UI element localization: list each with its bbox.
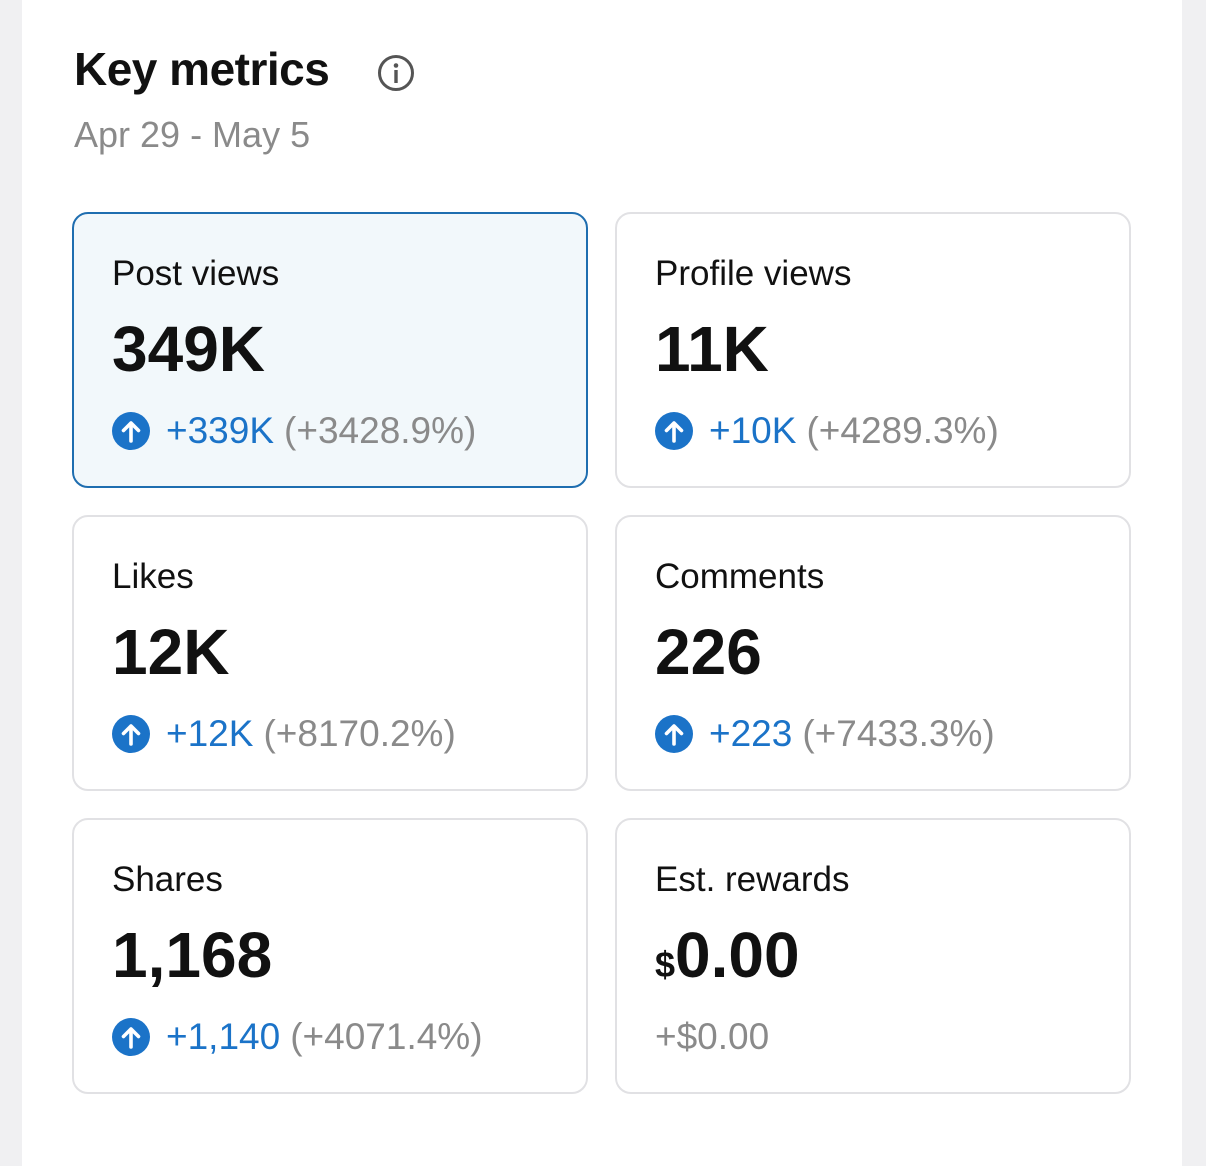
metric-label: Likes (112, 557, 194, 596)
metric-card[interactable]: Post views 349K +339K (+3428.9%) (72, 212, 588, 488)
metric-number: 349K (112, 313, 265, 385)
change-amount: +1,140 (166, 1016, 281, 1057)
change-percent: (+4071.4%) (290, 1016, 483, 1057)
info-icon[interactable] (377, 54, 415, 92)
change-amount: +$0.00 (655, 1016, 770, 1057)
change-amount: +223 (709, 713, 793, 754)
metric-change: +10K (+4289.3%) (655, 410, 999, 452)
metric-change: +223 (+7433.3%) (655, 713, 995, 755)
metric-change: +1,140 (+4071.4%) (112, 1016, 483, 1058)
metric-value: 11K (655, 312, 769, 386)
metric-value: 1,168 (112, 918, 272, 992)
up-arrow-icon (112, 1018, 150, 1056)
change-percent: (+7433.3%) (802, 713, 995, 754)
up-arrow-icon (655, 715, 693, 753)
metric-number: 11K (655, 313, 769, 385)
up-arrow-icon (112, 715, 150, 753)
change-percent: (+4289.3%) (806, 410, 999, 451)
change-amount: +339K (166, 410, 275, 451)
metric-value: 349K (112, 312, 265, 386)
change-amount: +10K (709, 410, 797, 451)
change-percent: (+3428.9%) (284, 410, 477, 451)
title: Key metrics (74, 43, 330, 95)
metric-number: 1,168 (112, 919, 273, 991)
currency-symbol: $ (655, 944, 676, 985)
metric-card[interactable]: Shares 1,168 +1,140 (+4071.4%) (72, 818, 588, 1094)
metrics-panel: Key metrics Apr 29 - May 5 Post views 349… (22, 0, 1182, 1166)
metric-card[interactable]: Est. rewards $0.00 +$0.00 (615, 818, 1131, 1094)
metric-number: 0.00 (675, 919, 800, 991)
metric-label: Est. rewards (655, 860, 850, 899)
change-percent: (+8170.2%) (263, 713, 456, 754)
metric-label: Profile views (655, 254, 852, 293)
metric-number: 226 (655, 616, 762, 688)
metric-value: 226 (655, 615, 762, 689)
date-range: Apr 29 - May 5 (74, 114, 311, 155)
metric-card[interactable]: Comments 226 +223 (+7433.3%) (615, 515, 1131, 791)
change-amount: +12K (166, 713, 254, 754)
metric-change: +$0.00 (655, 1016, 769, 1058)
metric-change: +12K (+8170.2%) (112, 713, 456, 755)
metric-number: 12K (112, 616, 230, 688)
up-arrow-icon (655, 412, 693, 450)
metric-label: Shares (112, 860, 223, 899)
metric-card[interactable]: Likes 12K +12K (+8170.2%) (72, 515, 588, 791)
up-arrow-icon (112, 412, 150, 450)
metric-change: +339K (+3428.9%) (112, 410, 476, 452)
metric-value: 12K (112, 615, 229, 689)
metric-value: $0.00 (655, 918, 800, 992)
metric-label: Post views (112, 254, 280, 293)
metric-label: Comments (655, 557, 825, 596)
metric-card[interactable]: Profile views 11K +10K (+4289.3%) (615, 212, 1131, 488)
